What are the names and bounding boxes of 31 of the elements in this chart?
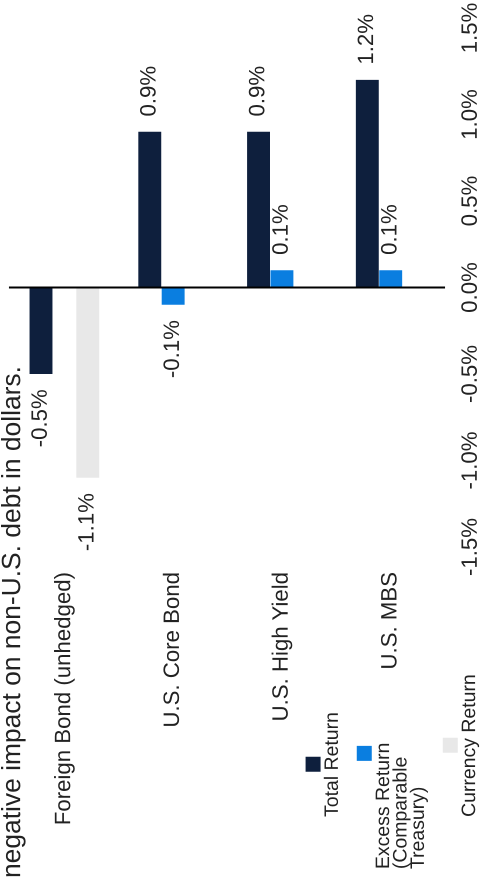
x-tick-label: U.S. Core Bond xyxy=(162,573,180,726)
x-tick-label: Foreign Bond (unhedged) xyxy=(54,573,75,824)
data-label: -0.1% xyxy=(163,320,180,378)
y-tick-label: 1.0% xyxy=(461,90,477,138)
data-label: 0.9% xyxy=(140,66,156,116)
bar xyxy=(379,270,402,288)
bar xyxy=(30,288,52,374)
y-tick-label: -1.0% xyxy=(461,432,477,489)
data-label: 0.1% xyxy=(380,205,397,254)
data-label: -0.5% xyxy=(31,390,47,446)
data-label: 0.9% xyxy=(248,66,265,116)
legend-label: Excess Return (Comparable Treasury) xyxy=(376,744,428,869)
data-label: -1.1% xyxy=(78,494,94,550)
y-tick-label: 0.0% xyxy=(461,262,477,312)
legend-label: Currency Return xyxy=(462,676,480,816)
y-tick-label: -0.5% xyxy=(461,346,477,402)
bar xyxy=(138,132,162,288)
y-tick-label: -1.5% xyxy=(461,518,477,576)
bar xyxy=(270,270,294,288)
bar xyxy=(76,288,100,478)
annotation: negative impact on non-U.S. debt in dollars. xyxy=(1,368,26,876)
bar xyxy=(247,132,270,288)
x-tick-label: U.S. High Yield xyxy=(272,573,292,720)
data-label: 1.2% xyxy=(358,14,374,63)
legend-label: Total Return xyxy=(324,713,338,817)
y-tick-label: 0.5% xyxy=(461,176,477,226)
bar xyxy=(162,288,185,305)
y-tick-label: 1.5% xyxy=(461,3,477,52)
bar xyxy=(356,80,379,288)
data-label: 0.1% xyxy=(272,205,288,254)
x-tick-label: U.S. MBS xyxy=(380,573,397,668)
